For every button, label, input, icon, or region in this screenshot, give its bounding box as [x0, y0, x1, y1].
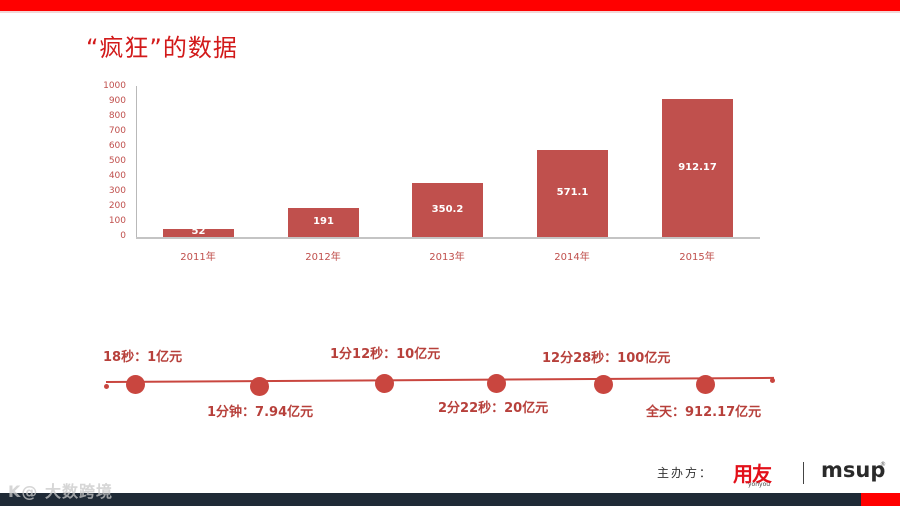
y-tick: 500: [108, 156, 126, 166]
bar-value-label: 350.2: [431, 204, 464, 215]
bar-2015: 912.17: [662, 99, 733, 237]
timeline-start-dot: [104, 384, 109, 389]
bar-value-label: 912.17: [678, 162, 717, 173]
bar-value-label: 52: [191, 226, 206, 237]
timeline-label: 18秒：1亿元: [103, 350, 183, 365]
y-tick: 700: [108, 126, 126, 136]
x-tick-label: 2014年: [554, 252, 590, 263]
yonyou-logo-subtext: yonyou: [748, 481, 771, 488]
y-tick: 600: [108, 141, 126, 151]
timeline-node: [250, 377, 269, 396]
y-tick: 300: [108, 186, 126, 196]
y-tick: 1000: [103, 81, 126, 91]
msup-logo: msup: [821, 458, 886, 482]
y-tick: 800: [108, 111, 126, 121]
bar-2013: 350.2: [412, 183, 483, 237]
x-tick-label: 2011年: [180, 252, 216, 263]
bar-2012: 191: [288, 208, 359, 237]
y-tick: 100: [108, 216, 126, 226]
timeline-label: 1分12秒：10亿元: [330, 347, 441, 362]
top-accent-shadow: [0, 11, 900, 13]
bar-2011: 52: [163, 226, 234, 237]
logo-divider: [803, 462, 804, 484]
y-tick: 200: [108, 201, 126, 211]
bar-chart: 1000 900 800 700 600 500 400 300 200 100…: [90, 80, 770, 270]
yonyou-logo: 用友: [733, 462, 772, 486]
watermark: K@ 大数跨境: [8, 482, 113, 501]
bar-value-label: 191: [313, 216, 334, 227]
timeline-node: [594, 375, 613, 394]
x-tick-label: 2012年: [305, 252, 341, 263]
timeline-label: 12分28秒：100亿元: [542, 351, 671, 366]
y-tick: 900: [108, 96, 126, 106]
timeline-end-dot: [770, 378, 775, 383]
y-tick: 400: [108, 171, 126, 181]
bar-2014: 571.1: [537, 150, 608, 237]
timeline-label: 1分钟：7.94亿元: [207, 405, 314, 420]
bar-value-label: 571.1: [556, 187, 589, 198]
y-tick: 0: [120, 231, 126, 241]
timeline-node: [126, 375, 145, 394]
registered-mark-icon: ®: [880, 461, 886, 468]
organizer-label: 主办方：: [657, 466, 714, 480]
footer-bar: [0, 493, 900, 506]
page-title: “疯狂”的数据: [86, 34, 238, 62]
timeline-label: 全天：912.17亿元: [646, 405, 762, 420]
timeline-node: [696, 375, 715, 394]
top-accent-bar: [0, 0, 900, 11]
timeline-node: [487, 374, 506, 393]
timeline-line: [105, 376, 774, 383]
x-tick-label: 2015年: [679, 252, 715, 263]
x-axis: [136, 237, 760, 239]
timeline-node: [375, 374, 394, 393]
y-axis: [136, 86, 137, 238]
x-tick-label: 2013年: [429, 252, 465, 263]
timeline-label: 2分22秒：20亿元: [438, 401, 549, 416]
footer-accent: [861, 493, 900, 506]
